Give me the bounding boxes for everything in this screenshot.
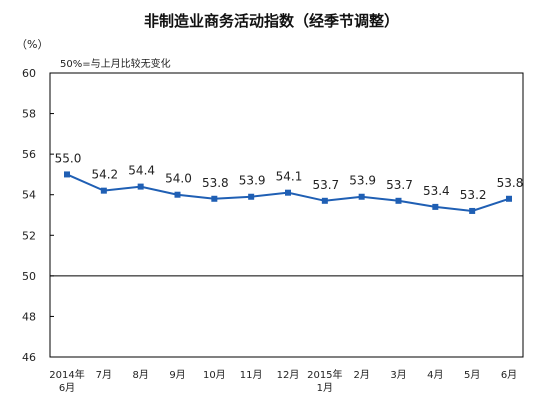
data-point — [248, 193, 255, 200]
plot-frame — [49, 72, 524, 358]
x-tick-label: 1月 — [317, 382, 333, 394]
y-tick-label: 56 — [22, 148, 36, 161]
x-tick-label: 8月 — [132, 369, 148, 381]
data-label: 53.9 — [239, 174, 266, 188]
x-tick-label: 2月 — [353, 369, 369, 381]
y-tick-label: 58 — [22, 108, 36, 121]
x-tick-label: 7月 — [96, 369, 112, 381]
data-label: 53.4 — [423, 184, 450, 198]
data-label: 54.1 — [276, 170, 303, 184]
baseline-annotation: 50%=与上月比较无变化 — [60, 59, 171, 70]
data-point — [395, 197, 402, 204]
data-label: 53.7 — [386, 178, 413, 192]
data-point — [174, 191, 181, 198]
x-tick-label: 12月 — [277, 369, 300, 381]
x-tick-label: 6月 — [501, 369, 517, 381]
data-label: 55.0 — [55, 151, 82, 165]
x-tick-label: 5月 — [464, 369, 480, 381]
data-label: 53.9 — [349, 174, 376, 188]
y-tick-label: 54 — [22, 189, 36, 202]
y-tick-label: 60 — [22, 67, 36, 80]
data-point — [64, 171, 70, 178]
y-tick-label: 48 — [22, 310, 36, 323]
y-tick-label: 52 — [22, 229, 36, 242]
data-label: 54.0 — [165, 172, 192, 186]
data-point — [285, 189, 291, 196]
data-label: 54.4 — [128, 164, 155, 178]
data-point — [100, 187, 107, 194]
data-point — [211, 195, 218, 202]
data-label: 53.8 — [202, 176, 229, 190]
x-tick-label: 10月 — [203, 369, 226, 381]
data-label: 54.2 — [91, 168, 118, 182]
y-tick-label: 46 — [22, 351, 36, 364]
data-point — [432, 203, 439, 210]
data-point — [506, 195, 512, 202]
x-tick-label: 4月 — [427, 369, 443, 381]
chart-title: 非制造业商务活动指数（经季节调整） — [143, 12, 399, 30]
x-tick-label: 3月 — [390, 369, 406, 381]
data-point — [137, 183, 144, 190]
data-point — [358, 193, 365, 200]
x-tick-label: 6月 — [59, 382, 75, 394]
data-label: 53.8 — [497, 176, 524, 190]
y-axis-unit-label: （%） — [16, 38, 49, 51]
data-point — [469, 207, 476, 214]
data-label: 53.2 — [460, 188, 487, 202]
data-point — [321, 197, 328, 204]
x-tick-label: 9月 — [169, 369, 185, 381]
y-tick-label: 50 — [22, 270, 36, 283]
x-tick-label: 2015年 — [307, 368, 342, 381]
data-label: 53.7 — [312, 178, 339, 192]
x-tick-label: 2014年 — [49, 368, 84, 381]
x-tick-label: 11月 — [240, 369, 263, 381]
